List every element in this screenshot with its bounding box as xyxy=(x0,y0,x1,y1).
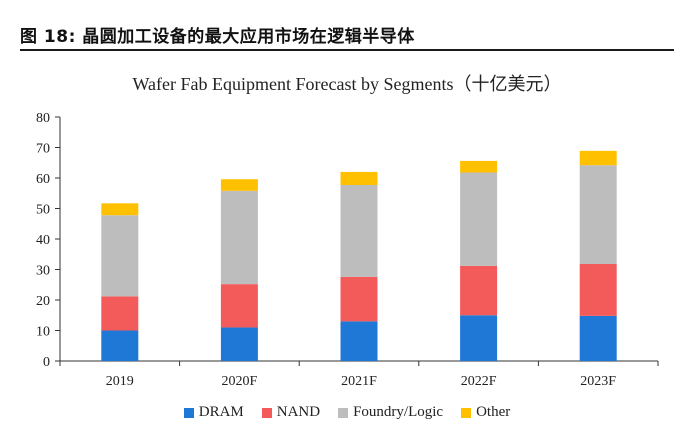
figure-header: 图 18: 晶圆加工设备的最大应用市场在逻辑半导体 xyxy=(20,22,674,51)
chart-title: Wafer Fab Equipment Forecast by Segments… xyxy=(132,74,562,94)
legend-item: Other xyxy=(461,404,510,421)
bar-segment-dram xyxy=(220,327,258,361)
legend-swatch xyxy=(183,407,194,418)
bar-segment-foundry-logic xyxy=(579,165,617,265)
bar-segment-foundry-logic xyxy=(340,185,378,277)
legend-item: NAND xyxy=(261,404,321,421)
x-axis: 2019 2020F 2021F 2022F 2023F xyxy=(59,360,659,389)
legend-item: DRAM xyxy=(183,404,244,421)
figure-label: 图 18: 晶圆加工设备的最大应用市场在逻辑半导体 xyxy=(20,27,415,47)
bar-segment-nand xyxy=(101,296,139,331)
bar-segment-other xyxy=(220,179,258,191)
bar-segment-other xyxy=(101,203,139,216)
x-tick-label: 2019 xyxy=(106,374,134,389)
legend: DRAM NAND Foundry/Logic Other xyxy=(0,404,694,423)
y-tick-label: 50 xyxy=(36,203,50,218)
legend-swatch xyxy=(461,407,472,418)
bar-segment-foundry-logic xyxy=(220,190,258,285)
bar-segment-nand xyxy=(220,284,258,328)
bar-segment-other xyxy=(579,150,617,166)
bar-segment-other xyxy=(340,171,378,186)
bar-segment-foundry-logic xyxy=(101,215,139,297)
bar-segment-dram xyxy=(340,321,378,361)
y-tick-label: 20 xyxy=(36,294,50,309)
legend-swatch xyxy=(261,407,272,418)
bar-segment-dram xyxy=(460,315,498,361)
y-tick-label: 0 xyxy=(43,355,50,370)
y-tick-label: 80 xyxy=(36,111,50,126)
y-tick-label: 60 xyxy=(36,172,50,187)
y-tick-label: 70 xyxy=(36,142,50,157)
legend-label: Other xyxy=(476,404,511,420)
y-tick-label: 30 xyxy=(36,264,50,279)
bars xyxy=(101,150,617,361)
header-divider xyxy=(20,49,674,51)
y-axis: 0 10 20 30 40 50 60 70 80 xyxy=(36,111,61,370)
bar-segment-foundry-logic xyxy=(460,172,498,266)
legend-label: Foundry/Logic xyxy=(353,404,444,420)
bar-segment-dram xyxy=(579,315,617,361)
x-tick-label: 2022F xyxy=(461,374,497,389)
y-tick-label: 10 xyxy=(36,325,50,340)
y-tick-label: 40 xyxy=(36,233,50,248)
bar-segment-other xyxy=(460,160,498,173)
legend-swatch xyxy=(338,407,349,418)
x-tick-label: 2023F xyxy=(580,374,616,389)
x-tick-label: 2021F xyxy=(341,374,377,389)
bar-segment-nand xyxy=(460,265,498,316)
bar-segment-nand xyxy=(579,264,617,316)
bar-segment-nand xyxy=(340,276,378,322)
x-tick-label: 2020F xyxy=(222,374,258,389)
legend-item: Foundry/Logic xyxy=(338,404,443,421)
bar-segment-dram xyxy=(101,330,139,361)
legend-label: DRAM xyxy=(198,404,244,420)
legend-label: NAND xyxy=(276,404,321,420)
